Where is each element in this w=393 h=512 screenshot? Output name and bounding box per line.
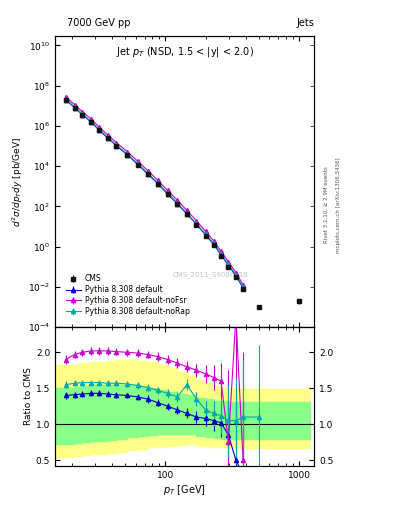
Text: CMS_2011_S9086218: CMS_2011_S9086218	[173, 271, 248, 278]
Text: Jet $p_T$ (NSD, 1.5 < |y| < 2.0): Jet $p_T$ (NSD, 1.5 < |y| < 2.0)	[116, 45, 254, 58]
Y-axis label: Ratio to CMS: Ratio to CMS	[24, 368, 33, 425]
Text: Rivet 3.1.10, ≥ 2.9M events: Rivet 3.1.10, ≥ 2.9M events	[324, 166, 329, 243]
Legend: CMS, Pythia 8.308 default, Pythia 8.308 default-noFsr, Pythia 8.308 default-noRa: CMS, Pythia 8.308 default, Pythia 8.308 …	[64, 273, 191, 317]
Text: 7000 GeV pp: 7000 GeV pp	[67, 18, 130, 28]
Text: mcplots.cern.ch [arXiv:1306.3436]: mcplots.cern.ch [arXiv:1306.3436]	[336, 157, 341, 252]
X-axis label: $p_T$ [GeV]: $p_T$ [GeV]	[163, 482, 206, 497]
Y-axis label: $d^2\sigma/dp_Tdy$ [pb/GeV]: $d^2\sigma/dp_Tdy$ [pb/GeV]	[11, 136, 25, 227]
Text: Jets: Jets	[297, 18, 314, 28]
